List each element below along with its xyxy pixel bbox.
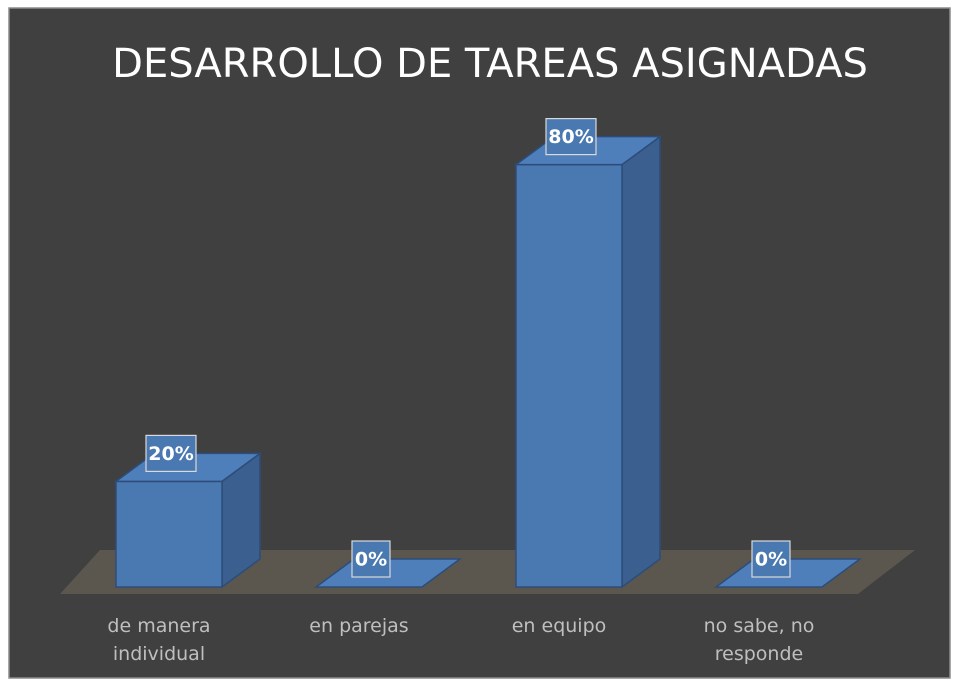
data-label: 0% — [355, 549, 387, 571]
chart-title: DESARROLLO DE TAREAS ASIGNADAS — [112, 41, 868, 87]
bar — [513, 135, 663, 589]
x-tick-label: en parejas — [309, 615, 409, 637]
data-label-box — [351, 540, 391, 578]
bar-front — [515, 163, 623, 588]
floor — [60, 550, 915, 594]
bar — [113, 451, 263, 589]
bar-front — [115, 480, 223, 588]
data-label-box — [751, 540, 791, 578]
data-label: 20% — [148, 443, 193, 465]
data-label: 80% — [548, 126, 593, 148]
data-label-box — [545, 117, 597, 156]
data-label-box — [145, 434, 197, 472]
data-label: 0% — [755, 549, 787, 571]
x-tick-label: de manera individual — [107, 615, 211, 665]
bar-side — [621, 135, 661, 589]
x-tick-label: en equipo — [511, 615, 607, 637]
x-tick-label: no sabe, no responde — [703, 615, 815, 665]
